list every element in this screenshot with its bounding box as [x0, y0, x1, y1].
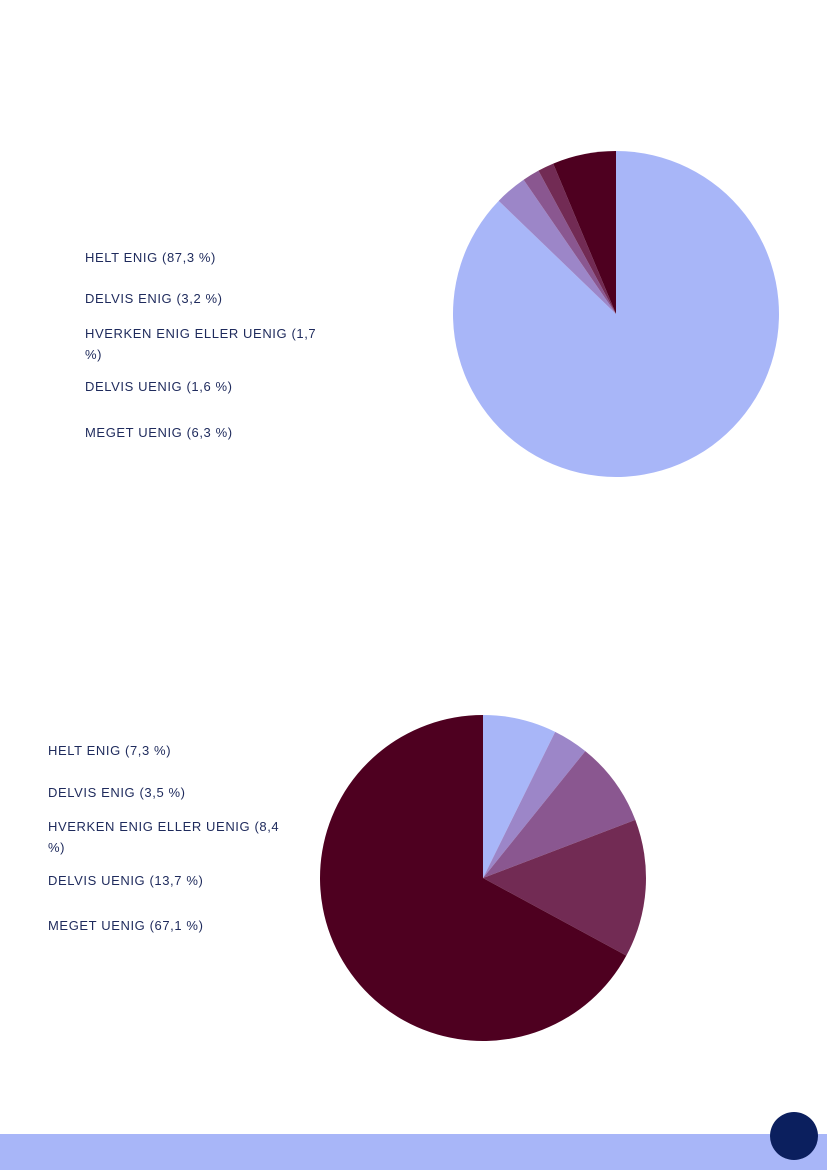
- pie-1: [452, 151, 779, 477]
- legend-item: HVERKEN ENIG ELLER UENIG (1,7 %): [85, 326, 317, 362]
- pie-slice: [483, 715, 556, 878]
- legend-item: HELT ENIG (87,3 %): [85, 250, 216, 265]
- pie-slice: [483, 751, 636, 878]
- pie-chart-1: HELT ENIG (87,3 %) DELVIS ENIG (3,2 %) H…: [0, 0, 827, 560]
- pie-slice: [483, 731, 586, 878]
- legend-item: DELVIS UENIG (1,6 %): [85, 379, 233, 394]
- legend-item: DELVIS ENIG (3,5 %): [48, 785, 186, 800]
- legend-item: DELVIS ENIG (3,2 %): [85, 291, 223, 306]
- pie-slice: [320, 715, 627, 1041]
- pie-slice: [483, 819, 647, 956]
- legend-item: HELT ENIG (7,3 %): [48, 743, 172, 758]
- pie-slice: [498, 179, 616, 314]
- legend-item: MEGET UENIG (67,1 %): [48, 918, 204, 933]
- footer-band: [0, 1134, 827, 1170]
- legend-item: DELVIS UENIG (13,7 %): [48, 873, 204, 888]
- legend-item: HVERKEN ENIG ELLER UENIG (8,4 %): [48, 819, 280, 855]
- pie-2: [320, 715, 647, 1041]
- pie-slice: [452, 151, 779, 477]
- pie-slice: [523, 170, 616, 314]
- legend-item: MEGET UENIG (6,3 %): [85, 425, 233, 440]
- pie-slice: [538, 163, 616, 314]
- pie-chart-2: HELT ENIG (7,3 %) DELVIS ENIG (3,5 %) HV…: [0, 560, 827, 1120]
- page-marker: [770, 1112, 818, 1160]
- pie-slice: [553, 151, 616, 314]
